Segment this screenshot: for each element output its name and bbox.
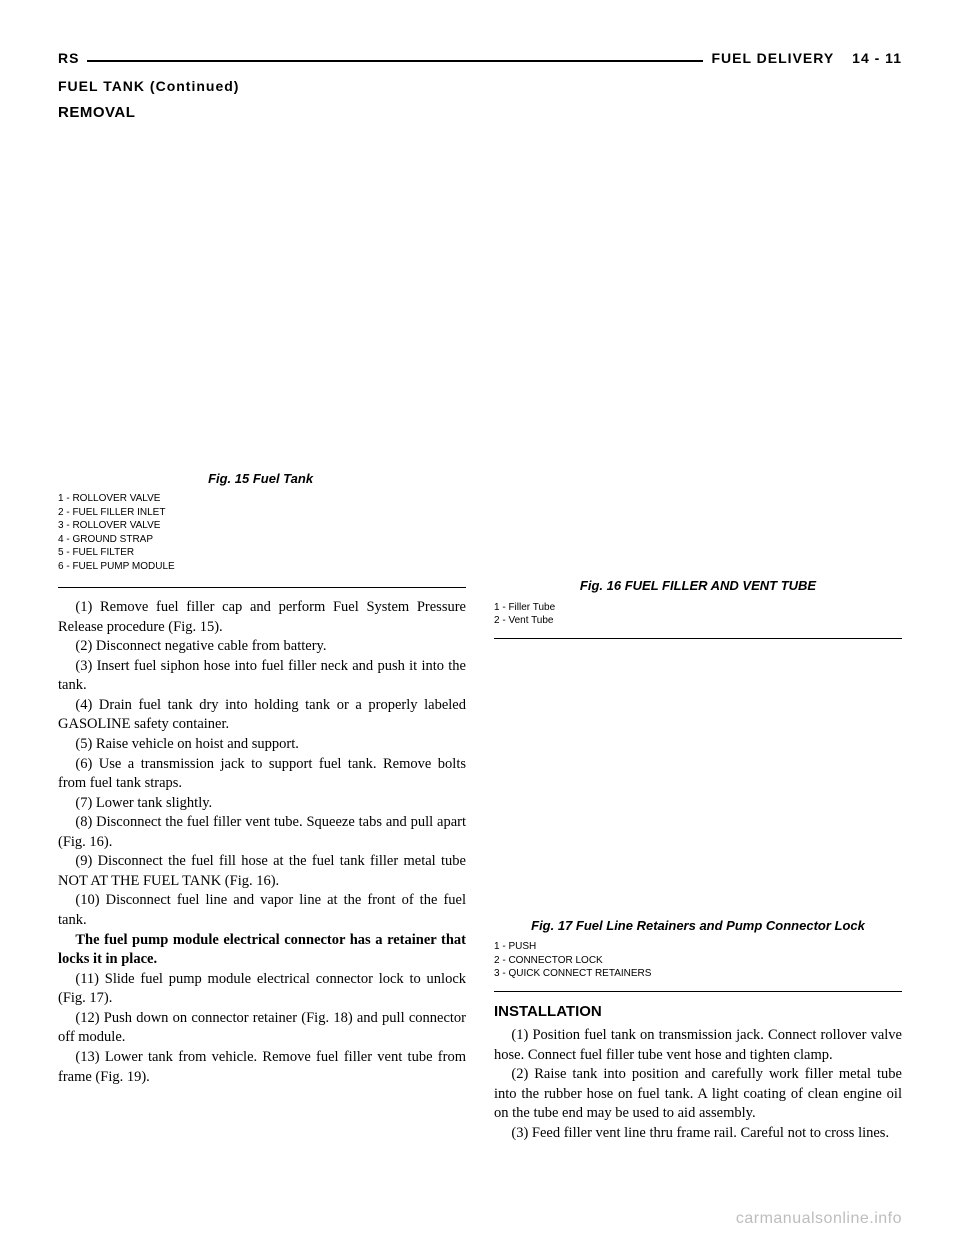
header-left: RS <box>58 50 79 66</box>
step-8: (8) Disconnect the fuel filler vent tube… <box>58 813 466 852</box>
step-1: (1) Remove fuel filler cap and perform F… <box>58 598 466 637</box>
legend-item: 1 - Filler Tube <box>494 601 902 615</box>
legend-item: 2 - Vent Tube <box>494 614 902 628</box>
left-column: (1) Remove fuel filler cap and perform F… <box>58 577 466 1144</box>
rule <box>494 638 902 639</box>
right-column: Fig. 16 FUEL FILLER AND VENT TUBE 1 - Fi… <box>494 577 902 1144</box>
heading-removal: REMOVAL <box>58 104 902 121</box>
legend-item: 2 - FUEL FILLER INLET <box>58 506 463 520</box>
step-13: (13) Lower tank from vehicle. Remove fue… <box>58 1048 466 1087</box>
figure-17-image-area <box>494 649 902 918</box>
legend-item: 5 - FUEL FILTER <box>58 546 463 560</box>
legend-item: 3 - ROLLOVER VALVE <box>58 519 463 533</box>
body-columns: (1) Remove fuel filler cap and perform F… <box>58 577 902 1144</box>
header-section: FUEL DELIVERY <box>711 50 834 66</box>
rule <box>494 991 902 992</box>
step-2: (2) Disconnect negative cable from batte… <box>58 637 466 657</box>
section-continued: FUEL TANK (Continued) <box>58 78 902 94</box>
step-3: (3) Insert fuel siphon hose into fuel fi… <box>58 657 466 696</box>
legend-item: 1 - PUSH <box>494 940 902 954</box>
step-10: (10) Disconnect fuel line and vapor line… <box>58 891 466 930</box>
install-step-1: (1) Position fuel tank on transmission j… <box>494 1026 902 1065</box>
figure-16-block: Fig. 16 FUEL FILLER AND VENT TUBE 1 - Fi… <box>494 577 902 639</box>
figure-16-legend: 1 - Filler Tube 2 - Vent Tube <box>494 601 902 628</box>
figure-17-block: Fig. 17 Fuel Line Retainers and Pump Con… <box>494 918 902 992</box>
figure-15-block: Fig. 15 Fuel Tank 1 - ROLLOVER VALVE 2 -… <box>58 471 463 573</box>
heading-installation: INSTALLATION <box>494 1002 902 1022</box>
header-rule <box>87 60 703 62</box>
legend-item: 1 - ROLLOVER VALVE <box>58 492 463 506</box>
figure-16-caption: Fig. 16 FUEL FILLER AND VENT TUBE <box>494 577 902 595</box>
header-page: 14 - 11 <box>852 50 902 66</box>
step-4: (4) Drain fuel tank dry into holding tan… <box>58 696 466 735</box>
figure-17-legend: 1 - PUSH 2 - CONNECTOR LOCK 3 - QUICK CO… <box>494 940 902 981</box>
legend-item: 2 - CONNECTOR LOCK <box>494 954 902 968</box>
step-12: (12) Push down on connector retainer (Fi… <box>58 1009 466 1048</box>
step-5: (5) Raise vehicle on hoist and support. <box>58 735 466 755</box>
figure-17-caption: Fig. 17 Fuel Line Retainers and Pump Con… <box>494 918 902 935</box>
legend-item: 6 - FUEL PUMP MODULE <box>58 560 463 574</box>
install-step-2: (2) Raise tank into position and careful… <box>494 1065 902 1124</box>
manual-page: RS FUEL DELIVERY 14 - 11 FUEL TANK (Cont… <box>0 0 960 1242</box>
watermark-text: carmanualsonline.info <box>736 1210 902 1228</box>
note-connector: The fuel pump module electrical connecto… <box>58 931 466 970</box>
step-9: (9) Disconnect the fuel fill hose at the… <box>58 852 466 891</box>
page-header: RS FUEL DELIVERY 14 - 11 <box>58 50 902 66</box>
figure-15-legend: 1 - ROLLOVER VALVE 2 - FUEL FILLER INLET… <box>58 492 463 573</box>
step-11: (11) Slide fuel pump module electrical c… <box>58 970 466 1009</box>
rule <box>58 587 466 588</box>
figure-15-caption: Fig. 15 Fuel Tank <box>58 471 463 486</box>
legend-item: 4 - GROUND STRAP <box>58 533 463 547</box>
step-6: (6) Use a transmission jack to support f… <box>58 755 466 794</box>
install-step-3: (3) Feed filler vent line thru frame rai… <box>494 1124 902 1144</box>
step-7: (7) Lower tank slightly. <box>58 794 466 814</box>
legend-item: 3 - QUICK CONNECT RETAINERS <box>494 967 902 981</box>
